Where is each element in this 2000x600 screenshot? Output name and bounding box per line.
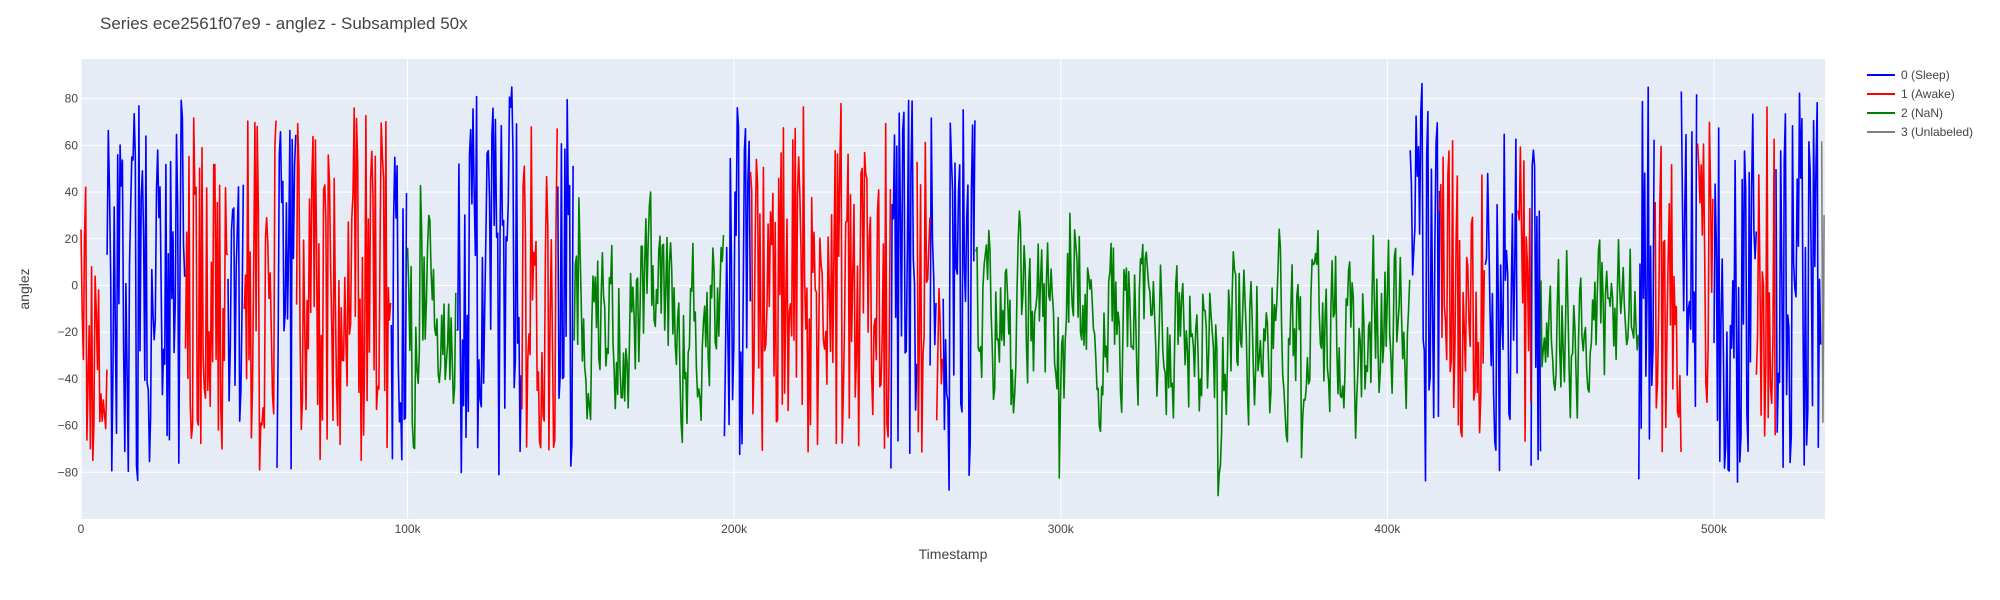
legend-label[interactable]: 1 (Awake) bbox=[1901, 87, 1955, 101]
x-tick-label: 300k bbox=[1048, 522, 1075, 536]
series-line-2[interactable] bbox=[573, 191, 725, 444]
series-line-0[interactable] bbox=[890, 99, 918, 469]
y-tick-label: −20 bbox=[58, 325, 79, 339]
series-line-1[interactable] bbox=[916, 141, 931, 453]
legend-label[interactable]: 2 (NaN) bbox=[1901, 106, 1943, 120]
series-line-1[interactable] bbox=[1517, 146, 1532, 442]
series-line-1[interactable] bbox=[184, 117, 229, 450]
series-line-0[interactable] bbox=[929, 117, 937, 366]
x-axis-title: Timestamp bbox=[919, 546, 988, 562]
x-tick-label: 400k bbox=[1374, 522, 1401, 536]
series-line-0[interactable] bbox=[723, 107, 752, 456]
legend-label[interactable]: 0 (Sleep) bbox=[1901, 68, 1950, 82]
series-line-1[interactable] bbox=[749, 102, 892, 453]
series-line-0[interactable] bbox=[106, 99, 186, 482]
series-line-1[interactable] bbox=[521, 126, 558, 451]
y-axis-title: anglez bbox=[16, 268, 32, 309]
series-line-0[interactable] bbox=[276, 129, 297, 470]
y-tick-label: −60 bbox=[58, 419, 79, 433]
series-line-0[interactable] bbox=[557, 98, 574, 467]
y-tick-label: 40 bbox=[65, 185, 79, 199]
series-line-3[interactable] bbox=[1820, 141, 1825, 423]
x-tick-label: 0 bbox=[78, 522, 85, 536]
y-tick-label: 60 bbox=[65, 138, 79, 152]
series-line-2[interactable] bbox=[1540, 238, 1640, 419]
series-line-0[interactable] bbox=[1638, 86, 1655, 480]
series-line-0[interactable] bbox=[227, 184, 245, 422]
x-tick-label: 200k bbox=[721, 522, 748, 536]
series-line-0[interactable] bbox=[390, 156, 408, 461]
series-line-0[interactable] bbox=[1775, 92, 1822, 469]
y-tick-label: −80 bbox=[58, 465, 79, 479]
x-tick-label: 500k bbox=[1701, 522, 1728, 536]
series-line-1[interactable] bbox=[1438, 140, 1486, 438]
legend-label[interactable]: 3 (Unlabeled) bbox=[1901, 125, 1973, 139]
series-line-0[interactable] bbox=[942, 109, 976, 491]
series-line-1[interactable] bbox=[1696, 121, 1714, 404]
series-line-0[interactable] bbox=[1713, 113, 1758, 483]
series-line-2[interactable] bbox=[975, 210, 1411, 497]
legend: 0 (Sleep) 1 (Awake) 2 (NaN) 3 (Unlabeled) bbox=[1867, 68, 1973, 139]
y-tick-label: 0 bbox=[71, 278, 78, 292]
y-tick-label: −40 bbox=[58, 372, 79, 386]
x-axis: 0 100k 200k 300k 400k 500k bbox=[78, 522, 1728, 536]
series-line-1[interactable] bbox=[295, 107, 392, 462]
series-line-0[interactable] bbox=[1680, 91, 1698, 408]
y-axis: −80 −60 −40 −20 0 20 40 60 80 bbox=[58, 92, 79, 480]
y-tick-label: 20 bbox=[65, 232, 79, 246]
series-line-1[interactable] bbox=[243, 120, 277, 471]
series-line-2[interactable] bbox=[406, 184, 457, 450]
x-tick-label: 100k bbox=[395, 522, 422, 536]
series-line-0[interactable] bbox=[1484, 133, 1518, 472]
series-layer bbox=[80, 82, 1825, 497]
series-line-1[interactable] bbox=[80, 186, 108, 462]
y-tick-label: 80 bbox=[65, 92, 79, 106]
series-line-1[interactable] bbox=[1654, 145, 1682, 453]
chart-title: Series ece2561f07e9 - anglez - Subsample… bbox=[100, 14, 468, 33]
series-line-1[interactable] bbox=[1755, 106, 1776, 437]
series-line-1[interactable] bbox=[935, 287, 944, 421]
series-line-0[interactable] bbox=[1409, 82, 1441, 482]
series-line-0[interactable] bbox=[1530, 149, 1542, 466]
series-line-0[interactable] bbox=[456, 86, 522, 476]
